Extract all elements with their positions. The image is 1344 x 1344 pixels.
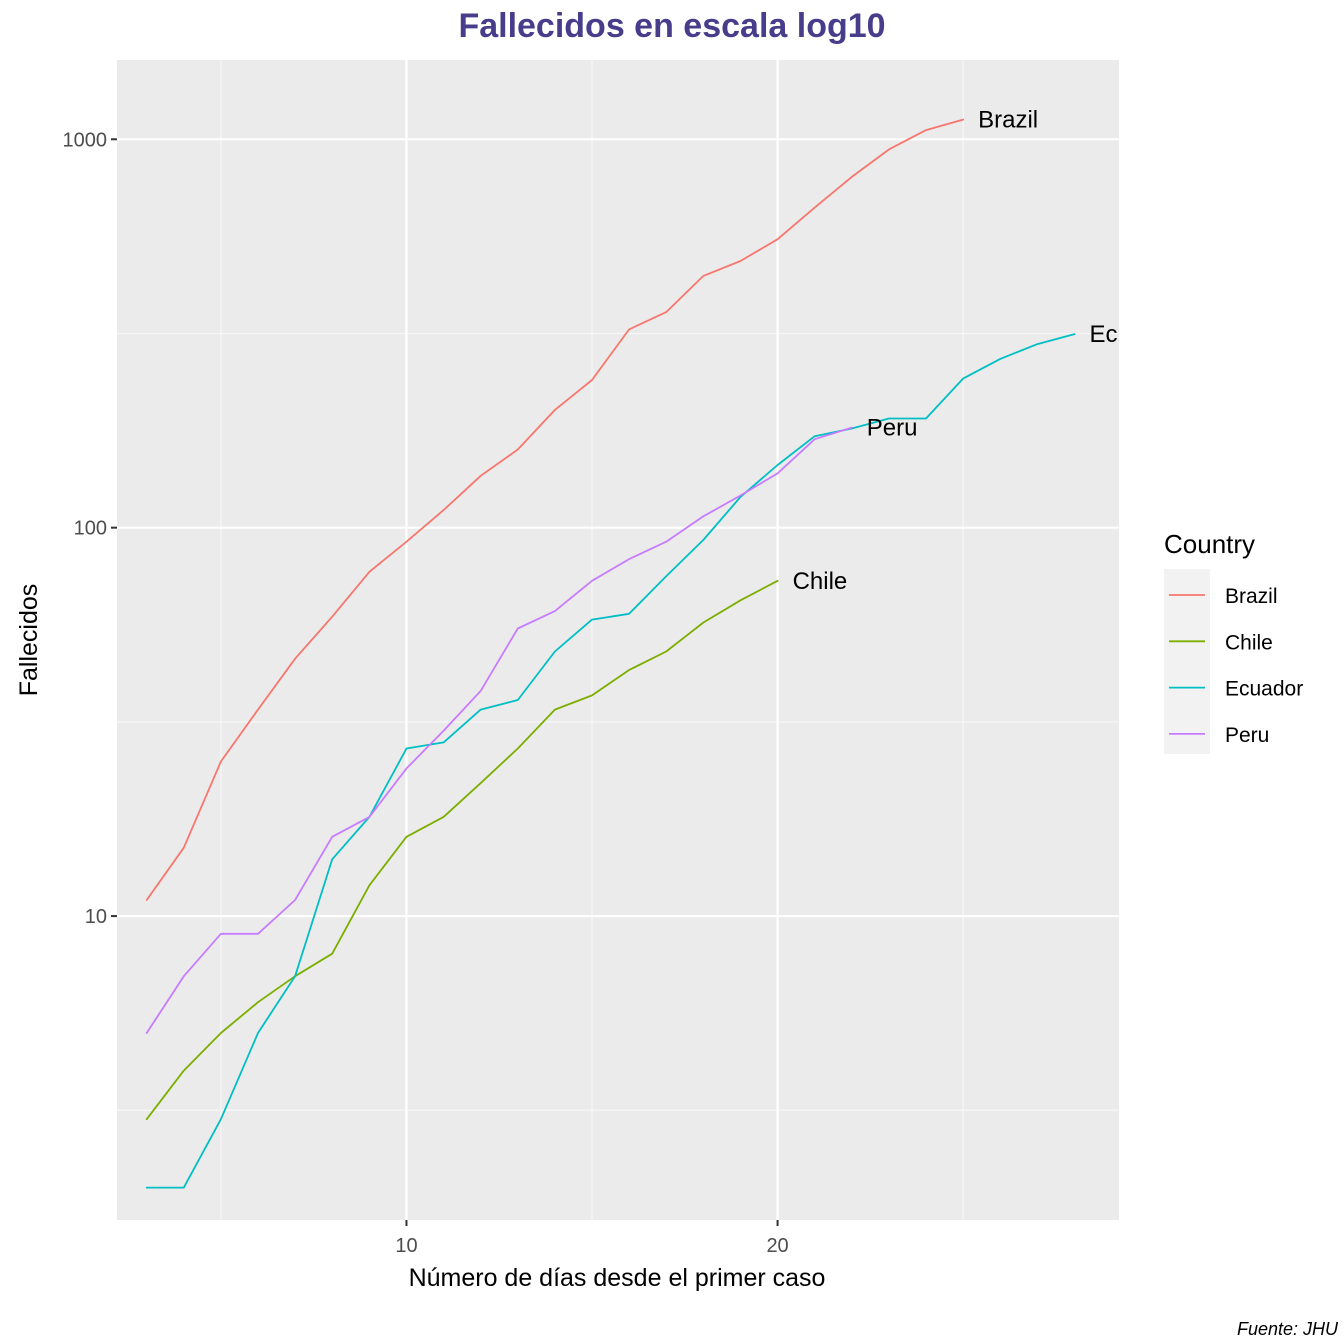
legend-label-brazil: Brazil — [1225, 585, 1278, 608]
end-label-peru: Peru — [867, 415, 918, 442]
y-axis-title: Fallecidos — [15, 584, 43, 697]
end-label-chile: Chile — [793, 568, 848, 595]
legend-label-peru: Peru — [1225, 724, 1269, 747]
caption: Fuente: JHU — [1237, 1319, 1339, 1339]
series-line-chile — [145, 579, 779, 1121]
y-tick-label: 100 — [74, 518, 107, 540]
legend-label-chile: Chile — [1225, 631, 1273, 654]
y-axis: 10 100 1000 — [63, 129, 117, 928]
legend-label-ecuador: Ecuador — [1225, 678, 1303, 701]
x-axis: 10 20 — [395, 1220, 789, 1257]
legend-key-background — [1164, 569, 1210, 754]
plot-panel — [117, 60, 1119, 1220]
grid-minor — [117, 60, 1119, 1220]
legend: Country Brazil Chile Ecuador Peru — [1164, 529, 1303, 754]
grid-major — [117, 60, 1119, 1220]
x-tick-label: 20 — [766, 1235, 788, 1257]
end-labels: Brazil Chile Ec Peru — [793, 107, 1118, 595]
x-axis-title: Número de días desde el primer caso — [409, 1264, 826, 1292]
y-tick-label: 10 — [85, 906, 107, 928]
series-line-peru — [145, 426, 853, 1034]
end-label-ecuador: Ec — [1089, 321, 1117, 348]
end-label-brazil: Brazil — [978, 107, 1038, 134]
legend-items: Brazil Chile Ecuador Peru — [1164, 569, 1303, 754]
x-tick-label: 10 — [395, 1235, 417, 1257]
series-line-ecuador — [145, 333, 1076, 1189]
series-lines — [145, 118, 1076, 1189]
series-line-brazil — [145, 118, 964, 901]
y-tick-label: 1000 — [63, 129, 108, 151]
chart-title: Fallecidos en escala log10 — [458, 7, 885, 45]
legend-title: Country — [1164, 529, 1255, 559]
